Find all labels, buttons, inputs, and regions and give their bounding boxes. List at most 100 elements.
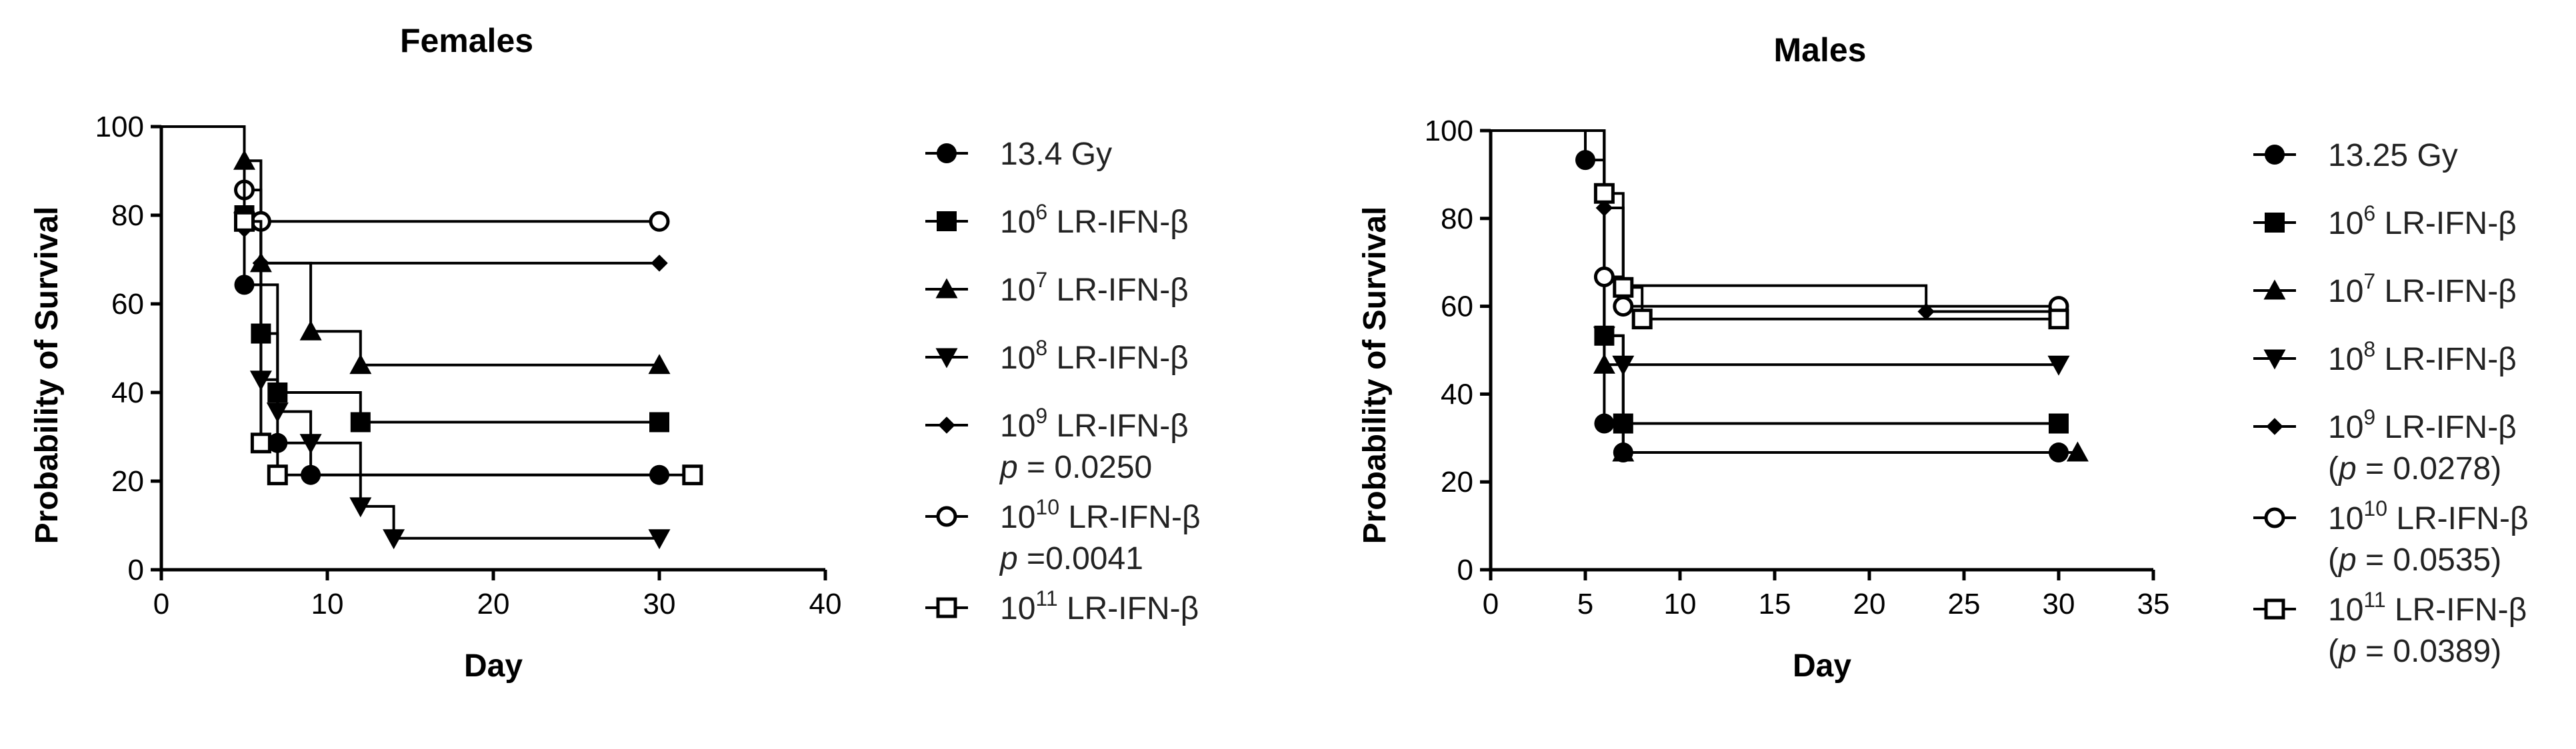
event-point xyxy=(267,464,288,486)
event-point xyxy=(1612,355,1635,376)
plot-area: 0 20 40 60 80 100 0 10 20 30 40 xyxy=(95,111,842,620)
event-point xyxy=(299,320,322,341)
legend-label: 107 LR-IFN-β xyxy=(2328,269,2517,309)
chart-title: Males xyxy=(1774,31,1867,69)
females-panel: Females Day Probability of Survival 0 20 4… xyxy=(29,22,1201,684)
event-point xyxy=(1631,309,1653,330)
y-tick-label: 40 xyxy=(1441,378,1473,410)
series-1 xyxy=(1491,129,2069,463)
legend-label: 107 LR-IFN-β xyxy=(1000,268,1189,308)
legend-marker xyxy=(2265,145,2285,165)
y-tick-label: 100 xyxy=(95,111,144,143)
legend-marker xyxy=(2263,349,2286,370)
x-tick-label: 20 xyxy=(1853,588,1886,620)
x-tick-label: 25 xyxy=(1948,588,1981,620)
y-tick-label: 0 xyxy=(128,554,144,586)
series-2 xyxy=(1491,129,2069,434)
legend-item: 13.25 Gy xyxy=(2253,138,2458,173)
legend-item: 1010 LR-IFN-β (p = 0.0535) xyxy=(2253,496,2529,578)
legend-marker xyxy=(935,348,958,369)
legend-label: 13.4 Gy xyxy=(1000,137,1112,172)
censor-point xyxy=(2049,413,2069,434)
legend-p-value: p =0.0041 xyxy=(999,541,1143,576)
x-tick-label: 40 xyxy=(809,588,842,620)
survival-step-line xyxy=(1491,129,2059,454)
legend-label: 13.25 Gy xyxy=(2328,138,2458,173)
legend-marker xyxy=(2265,213,2285,233)
censor-point xyxy=(2048,309,2069,330)
censor-point xyxy=(2066,441,2089,462)
x-tick-label: 30 xyxy=(2043,588,2075,620)
event-point xyxy=(1593,353,1615,374)
series-7 xyxy=(161,125,703,486)
censor-point xyxy=(682,464,703,486)
censor-point xyxy=(649,211,670,232)
series-7 xyxy=(1491,129,2069,330)
event-point xyxy=(350,412,371,432)
legend-p-value: p = 0.0250 xyxy=(999,450,1152,485)
x-tick-label: 5 xyxy=(1577,588,1593,620)
series-3 xyxy=(161,125,671,374)
x-tick-label: 30 xyxy=(643,588,676,620)
event-point xyxy=(349,354,372,374)
event-point xyxy=(1593,183,1615,204)
legend-item: 1011 LR-IFN-β (p = 0.0389) xyxy=(2253,588,2527,669)
legend-marker xyxy=(2263,279,2286,300)
legend-marker xyxy=(937,143,957,163)
legend-label: 1011 LR-IFN-β xyxy=(1000,586,1199,626)
event-point xyxy=(234,211,255,232)
legend-marker xyxy=(937,211,957,231)
legend-marker xyxy=(936,506,957,527)
x-tick-label: 0 xyxy=(153,588,169,620)
event-point xyxy=(383,529,405,550)
legend-label: 109 LR-IFN-β xyxy=(1000,404,1189,444)
y-tick-label: 60 xyxy=(1441,291,1473,323)
legend-item: 1011 LR-IFN-β xyxy=(925,586,1199,626)
event-point xyxy=(1613,296,1634,317)
y-axis-label: Probability of Survival xyxy=(1357,207,1393,544)
x-axis-label: Day xyxy=(1793,648,1851,684)
legend-marker xyxy=(2266,418,2283,435)
censor-point xyxy=(648,529,671,550)
legend-item: 108 LR-IFN-β xyxy=(2253,337,2517,377)
y-tick-label: 80 xyxy=(1441,203,1473,235)
series-1 xyxy=(161,125,669,485)
y-tick-label: 100 xyxy=(1425,115,1473,147)
x-tick-label: 15 xyxy=(1759,588,1791,620)
series-3 xyxy=(1491,129,2089,462)
x-tick-label: 0 xyxy=(1483,588,1499,620)
censor-point xyxy=(651,255,668,272)
legend-label: 1010 LR-IFN-β xyxy=(2328,496,2529,536)
y-tick-label: 20 xyxy=(111,465,144,498)
legend-marker xyxy=(2264,598,2285,620)
y-tick-label: 40 xyxy=(111,376,144,409)
event-point xyxy=(1593,327,1615,347)
censor-point xyxy=(648,354,671,374)
legend-item: 1010 LR-IFN-β p =0.0041 xyxy=(925,495,1201,576)
event-point xyxy=(1613,277,1634,298)
legend-item: 106 LR-IFN-β xyxy=(925,200,1189,240)
series-5 xyxy=(161,125,668,272)
plot-area: 0 20 40 60 80 100 0 5 10 15 20 25 30 35 xyxy=(1425,115,2170,620)
survival-step-line xyxy=(161,125,659,424)
x-tick-label: 10 xyxy=(1664,588,1697,620)
legend-item: 107 LR-IFN-β xyxy=(925,268,1189,308)
survival-step-line xyxy=(1491,129,2059,367)
x-axis-label: Day xyxy=(464,648,523,684)
chart-title: Females xyxy=(400,22,533,59)
y-tick-label: 80 xyxy=(111,199,144,232)
survival-step-line xyxy=(1491,129,2059,425)
event-point xyxy=(1575,150,1595,171)
legend-label: 109 LR-IFN-β xyxy=(2328,405,2517,445)
x-tick-label: 20 xyxy=(477,588,510,620)
legend-label: 1010 LR-IFN-β xyxy=(1000,495,1201,535)
event-point xyxy=(266,402,289,423)
event-point xyxy=(250,432,271,454)
legend-marker xyxy=(936,597,957,618)
legend-p-value: (p = 0.0278) xyxy=(2328,451,2501,486)
legend-marker xyxy=(935,278,958,299)
y-tick-label: 20 xyxy=(1441,466,1473,498)
event-point xyxy=(1594,413,1615,434)
legend-p-value: (p = 0.0389) xyxy=(2328,634,2501,669)
